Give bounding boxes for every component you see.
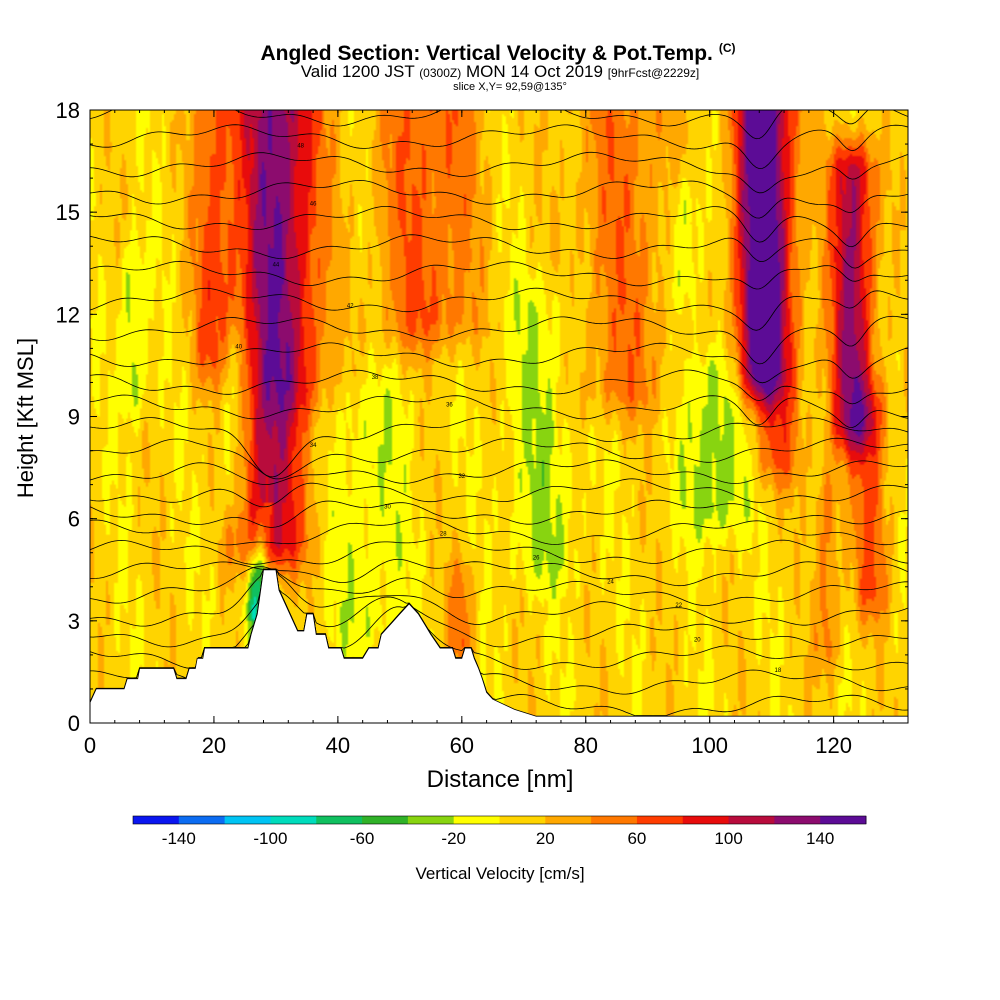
y-tick-label: 15	[56, 200, 80, 225]
x-tick-label: 0	[84, 733, 96, 758]
vertical-velocity-field	[90, 110, 908, 723]
contour-label: 40	[235, 344, 242, 350]
theta-contour	[90, 568, 908, 648]
contour-label: 44	[273, 263, 280, 269]
x-tick-label: 80	[574, 733, 598, 758]
theta-contour	[90, 558, 908, 587]
theta-contour	[90, 394, 908, 429]
theta-contour	[90, 537, 908, 565]
x-tick-label: 100	[691, 733, 728, 758]
theta-contour	[90, 124, 908, 170]
y-tick-label: 6	[68, 507, 80, 532]
colorbar-swatch	[316, 816, 363, 824]
theta-contour	[90, 499, 908, 528]
colorbar-tick-label: -140	[162, 829, 196, 848]
contour-label: 24	[607, 579, 614, 585]
colorbar-swatch	[453, 816, 500, 824]
y-tick-label: 18	[56, 98, 80, 123]
terrain-profile	[89, 569, 909, 724]
valid-forecast: [9hrFcst@2229z]	[607, 66, 700, 80]
colorbar-swatch	[407, 816, 455, 824]
contour-label: 28	[440, 532, 447, 538]
colorbar-tick-label: -100	[253, 829, 287, 848]
x-tick-label: 60	[450, 733, 474, 758]
colorbar-swatch	[178, 816, 226, 824]
potential-temperature-contours: 48 46 44 42 40 38 36 34 32 30 28 26 24 22 20 18	[90, 110, 908, 717]
valid-zulu: (0300Z)	[419, 66, 462, 80]
colorbar-swatch	[224, 816, 271, 824]
colorbar-tick-label: 100	[714, 829, 742, 848]
theta-contour	[90, 478, 908, 508]
chart-valid-time: Valid 1200 JST (0300Z) MON 14 Oct 2019 […	[0, 62, 1000, 81]
contour-label: 46	[310, 201, 317, 207]
contour-label: 18	[775, 668, 782, 674]
colorbar-frame	[132, 815, 867, 825]
colorbar-swatch	[270, 816, 317, 824]
theta-contour	[90, 369, 908, 405]
contour-label: 26	[533, 556, 540, 562]
theta-contour	[90, 151, 908, 194]
y-tick-label: 0	[68, 711, 80, 736]
theta-contour	[90, 566, 908, 606]
colorbar-tick-label: -20	[441, 829, 466, 848]
colorbar-swatch	[499, 816, 546, 824]
colorbar-swatch	[362, 816, 409, 824]
plot-area: 48 46 44 42 40 38 36 34 32 30 28 26 24 22 20 18	[89, 109, 909, 724]
colorbar-swatch	[636, 816, 684, 824]
x-axis-label: Distance [nm]	[426, 766, 574, 793]
x-tick-label: 20	[202, 733, 226, 758]
theta-contour	[90, 287, 908, 331]
theta-contour	[90, 568, 908, 627]
contour-label: 42	[347, 304, 354, 310]
colorbar-swatch	[820, 816, 867, 824]
colorbar-swatch	[774, 816, 821, 824]
colorbar-tick-label: 20	[536, 829, 555, 848]
y-tick-label: 12	[56, 302, 80, 327]
colorbar-swatch	[682, 816, 730, 824]
y-tick-label: 3	[68, 609, 80, 634]
chart-title-block: Angled Section: Vertical Velocity & Pot.…	[0, 36, 1000, 93]
theta-contour	[90, 234, 908, 269]
colorbar-swatch	[728, 816, 775, 824]
contour-label: 38	[372, 375, 379, 381]
theta-contour	[90, 459, 908, 485]
theta-contour	[90, 260, 908, 290]
chart-title: Angled Section: Vertical Velocity & Pot.…	[0, 36, 1000, 66]
x-tick-label: 40	[326, 733, 350, 758]
theta-contour	[90, 315, 908, 365]
theta-contour	[90, 437, 908, 480]
colorbar-swatch	[591, 816, 638, 824]
contour-label: 36	[446, 402, 453, 408]
theta-contour	[90, 110, 908, 140]
theta-contour	[90, 179, 908, 219]
colorbar-tick-label: -60	[350, 829, 375, 848]
slice-info: slice X,Y= 92,59@135°	[453, 81, 567, 93]
contour-label: 32	[458, 474, 465, 480]
copyright-mark: (C)	[718, 41, 736, 55]
valid-prefix: Valid 1200 JST	[300, 62, 415, 81]
y-axis-label: Height [Kft MSL]	[13, 337, 38, 499]
contour-label: 34	[310, 443, 317, 449]
y-tick-label: 9	[68, 405, 80, 430]
colorbar-title: Vertical Velocity [cm/s]	[415, 864, 585, 883]
colorbar-tick-label: 140	[806, 829, 834, 848]
theta-contour	[90, 206, 908, 248]
theta-contour	[90, 517, 908, 546]
colorbar: -140 -100 -60 -20 20 60 100 140	[132, 815, 867, 848]
contour-label: 48	[297, 143, 304, 149]
theta-contour	[90, 568, 908, 671]
colorbar-swatch	[545, 816, 592, 824]
colorbar-swatch	[133, 816, 180, 824]
theta-contour	[90, 417, 908, 478]
x-tick-label: 120	[815, 733, 852, 758]
colorbar-tick-label: 60	[627, 829, 646, 848]
valid-date: MON 14 Oct 2019	[465, 62, 603, 81]
contour-label: 22	[675, 603, 682, 609]
theta-contour	[90, 342, 908, 384]
contour-label: 30	[384, 504, 391, 510]
chart-title-main: Angled Section: Vertical Velocity & Pot.…	[260, 42, 713, 65]
contour-label: 20	[694, 637, 701, 643]
